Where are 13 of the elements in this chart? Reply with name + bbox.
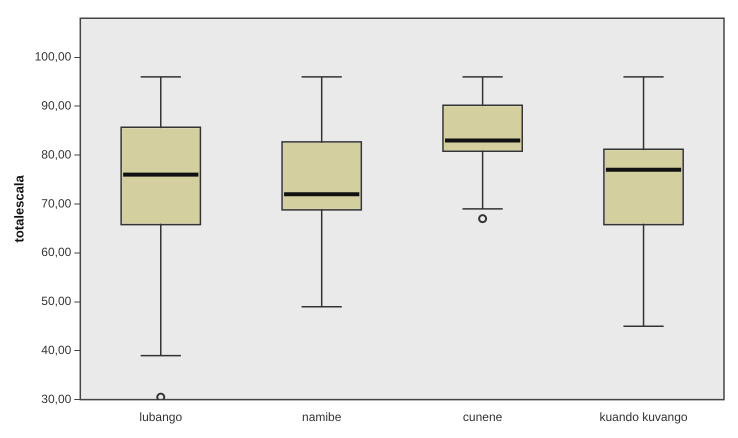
y-tick-label: 60,00 xyxy=(41,245,72,260)
y-tick-label: 70,00 xyxy=(41,196,72,210)
y-axis-title: totalescala xyxy=(11,174,26,242)
y-tick-label: 100,00 xyxy=(34,50,72,64)
y-tick-label: 80,00 xyxy=(41,147,72,162)
x-tick-label: namibe xyxy=(302,410,342,424)
y-tick-label: 40,00 xyxy=(41,343,72,358)
y-tick-label: 90,00 xyxy=(41,98,72,113)
y-tick-label: 30,00 xyxy=(41,392,72,406)
x-tick-label: lubango xyxy=(139,410,182,424)
x-tick-label: cunene xyxy=(462,410,503,424)
y-tick-label: 50,00 xyxy=(41,294,72,308)
x-tick-label: kuando kuvango xyxy=(600,410,688,424)
